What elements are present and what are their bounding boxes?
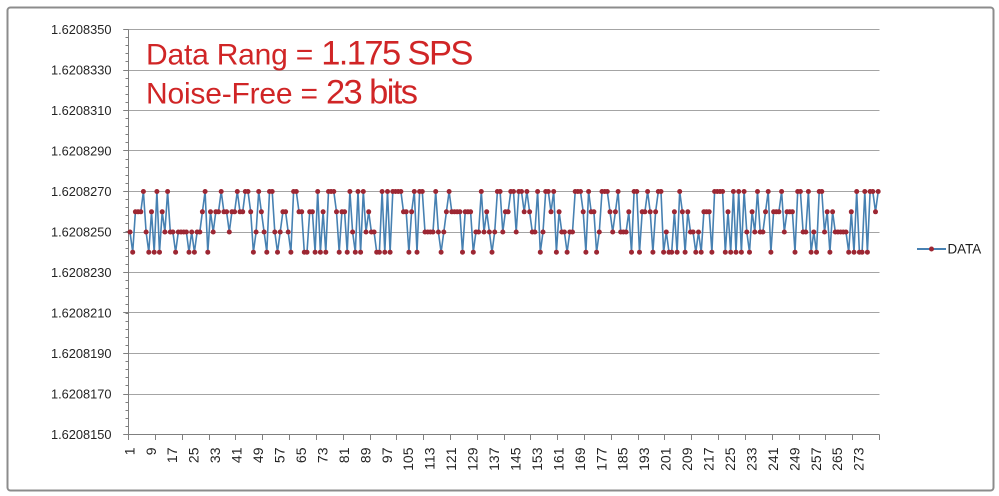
svg-text:1.6208310: 1.6208310 bbox=[51, 103, 112, 118]
svg-text:193: 193 bbox=[636, 447, 652, 471]
svg-text:1.6208290: 1.6208290 bbox=[51, 143, 112, 158]
svg-text:265: 265 bbox=[829, 447, 845, 471]
svg-text:1.6208170: 1.6208170 bbox=[51, 386, 112, 401]
svg-text:1.6208210: 1.6208210 bbox=[51, 305, 112, 320]
svg-text:97: 97 bbox=[379, 447, 395, 463]
svg-text:1.6208250: 1.6208250 bbox=[51, 224, 112, 239]
svg-text:17: 17 bbox=[164, 447, 180, 463]
svg-text:1.6208150: 1.6208150 bbox=[51, 427, 112, 442]
svg-text:225: 225 bbox=[722, 447, 738, 471]
svg-text:153: 153 bbox=[529, 447, 545, 471]
svg-text:185: 185 bbox=[615, 447, 631, 471]
svg-text:201: 201 bbox=[658, 447, 674, 471]
svg-text:33: 33 bbox=[207, 447, 223, 463]
svg-text:113: 113 bbox=[422, 447, 438, 470]
svg-text:137: 137 bbox=[486, 447, 502, 471]
svg-text:161: 161 bbox=[550, 447, 566, 471]
svg-text:81: 81 bbox=[336, 447, 352, 463]
svg-text:241: 241 bbox=[765, 447, 781, 471]
svg-text:25: 25 bbox=[186, 447, 202, 463]
svg-text:129: 129 bbox=[465, 447, 481, 471]
svg-text:1.6208190: 1.6208190 bbox=[51, 346, 112, 361]
svg-text:DATA: DATA bbox=[948, 242, 982, 257]
svg-text:57: 57 bbox=[272, 447, 288, 463]
svg-text:257: 257 bbox=[808, 447, 824, 471]
svg-text:105: 105 bbox=[400, 447, 416, 471]
svg-text:Noise-Free = 23 bits: Noise-Free = 23 bits bbox=[146, 73, 417, 111]
svg-text:73: 73 bbox=[314, 447, 330, 463]
svg-text:249: 249 bbox=[786, 447, 802, 471]
svg-text:1.6208270: 1.6208270 bbox=[51, 184, 112, 199]
svg-text:233: 233 bbox=[743, 447, 759, 471]
svg-text:65: 65 bbox=[293, 447, 309, 463]
svg-text:1.6208330: 1.6208330 bbox=[51, 62, 112, 77]
svg-text:49: 49 bbox=[250, 447, 266, 463]
svg-text:217: 217 bbox=[701, 447, 717, 471]
svg-text:Data Rang = 1.175 SPS: Data Rang = 1.175 SPS bbox=[146, 34, 472, 72]
svg-text:121: 121 bbox=[443, 447, 459, 471]
svg-text:41: 41 bbox=[229, 447, 245, 463]
svg-text:1.6208230: 1.6208230 bbox=[51, 265, 112, 280]
svg-text:89: 89 bbox=[357, 447, 373, 463]
svg-text:1.6208350: 1.6208350 bbox=[51, 22, 112, 37]
svg-text:169: 169 bbox=[572, 447, 588, 471]
svg-text:273: 273 bbox=[851, 447, 867, 471]
svg-text:145: 145 bbox=[508, 447, 524, 471]
svg-text:177: 177 bbox=[593, 447, 609, 471]
svg-text:209: 209 bbox=[679, 447, 695, 471]
svg-text:1: 1 bbox=[121, 447, 137, 455]
svg-text:9: 9 bbox=[143, 447, 159, 455]
